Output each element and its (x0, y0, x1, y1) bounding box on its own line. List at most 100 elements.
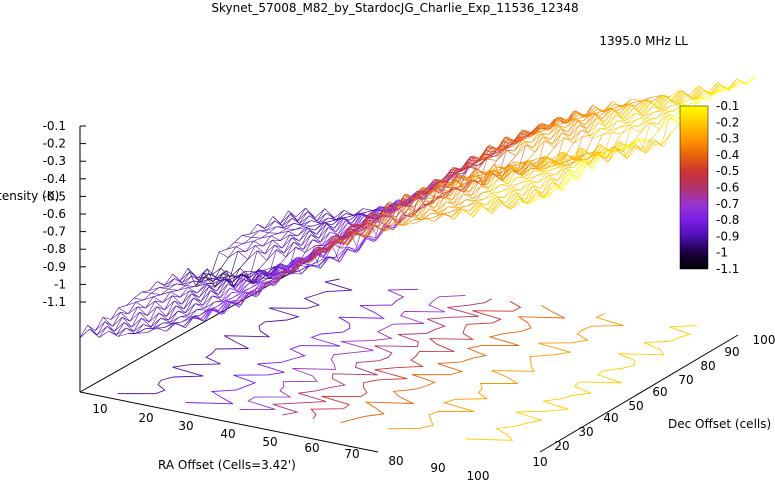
mesh-segment (344, 232, 353, 244)
mesh-segment (678, 95, 688, 105)
mesh-segment (335, 248, 346, 258)
mesh-segment (154, 300, 163, 303)
mesh-segment (335, 209, 345, 221)
mesh-segment (607, 148, 616, 155)
mesh-segment (523, 162, 532, 169)
mesh-segment (546, 173, 556, 176)
mesh-segment (562, 177, 572, 191)
mesh-segment (307, 211, 316, 219)
mesh-segment (661, 117, 670, 145)
mesh-segment (573, 129, 582, 144)
mesh-segment (316, 257, 327, 263)
mesh-segment (429, 182, 438, 187)
mesh-segment (151, 292, 161, 296)
mesh-segment (581, 115, 590, 118)
mesh-segment (308, 247, 317, 263)
mesh-segment (333, 217, 343, 229)
mesh-segment (193, 297, 204, 306)
mesh-segment (307, 228, 315, 231)
mesh-segment (625, 113, 636, 122)
mesh-segment (369, 223, 379, 239)
mesh-segment (607, 150, 618, 163)
mesh-segment (131, 312, 140, 328)
mesh-segment (356, 214, 365, 227)
legend-label: 1395.0 MHz LL (599, 34, 688, 48)
x-tick-label: 80 (388, 454, 403, 468)
mesh-segment (655, 112, 666, 119)
mesh-segment (95, 321, 106, 331)
mesh-segment (465, 156, 475, 169)
mesh-segment (198, 309, 207, 316)
mesh-segment (123, 322, 135, 332)
mesh-segment (576, 162, 585, 178)
mesh-segment (360, 215, 369, 229)
mesh-segment (444, 182, 453, 184)
mesh-segment (602, 108, 613, 119)
mesh-segment (565, 142, 574, 156)
mesh-segment (403, 215, 412, 226)
mesh-segment (487, 146, 496, 153)
mesh-segment (185, 297, 194, 313)
mesh-segment (299, 215, 310, 224)
mesh-segment (650, 95, 661, 98)
mesh-segment (350, 233, 361, 236)
mesh-segment (404, 202, 412, 206)
mesh-segment (540, 161, 549, 170)
mesh-segment (270, 233, 279, 237)
mesh-segment (169, 310, 179, 323)
mesh-segment (250, 270, 260, 281)
mesh-segment (581, 129, 589, 133)
mesh-segment (511, 187, 522, 191)
mesh-segment (469, 177, 478, 193)
mesh-segment (187, 267, 196, 286)
mesh-segment (559, 170, 568, 186)
x-tick-label: 40 (220, 427, 235, 441)
mesh-segment (149, 281, 158, 291)
mesh-segment (198, 284, 208, 298)
mesh-segment (644, 140, 655, 153)
mesh-segment (243, 287, 252, 293)
mesh-segment (671, 103, 680, 106)
mesh-segment (427, 193, 436, 198)
mesh-segment (98, 326, 108, 338)
mesh-segment (239, 279, 248, 292)
mesh-segment (226, 270, 235, 287)
mesh-segment (330, 219, 339, 222)
mesh-segment (565, 119, 574, 128)
mesh-segment (345, 213, 354, 216)
surface-mesh (79, 74, 757, 339)
mesh-segment (617, 104, 626, 111)
mesh-segment (526, 175, 537, 179)
mesh-segment (214, 308, 224, 315)
mesh-segment (180, 271, 191, 281)
mesh-segment (271, 278, 280, 281)
mesh-segment (471, 155, 480, 161)
mesh-segment (348, 228, 357, 231)
mesh-segment (624, 143, 633, 149)
mesh-segment (553, 185, 562, 190)
mesh-segment (396, 224, 405, 226)
mesh-segment (592, 143, 601, 157)
mesh-segment (139, 311, 150, 323)
mesh-segment (174, 300, 184, 310)
mesh-segment (168, 283, 177, 290)
mesh-segment (120, 312, 129, 315)
mesh-segment (503, 190, 514, 198)
mesh-segment (322, 231, 331, 246)
mesh-segment (210, 278, 219, 280)
mesh-segment (432, 189, 441, 204)
mesh-segment (709, 81, 718, 95)
mesh-segment (243, 274, 252, 281)
mesh-segment (690, 86, 701, 99)
mesh-segment (503, 167, 514, 179)
mesh-segment (557, 152, 566, 166)
mesh-segment (474, 198, 485, 202)
mesh-segment (621, 127, 632, 135)
y-axis-label: Dec Offset (cells) (668, 417, 771, 431)
mesh-segment (314, 222, 323, 231)
colorbar-tick-label: -1.1 (716, 262, 739, 276)
z-tick-label: -0.8 (43, 242, 66, 256)
mesh-segment (491, 151, 500, 156)
mesh-segment (603, 146, 614, 154)
mesh-segment (521, 160, 530, 174)
